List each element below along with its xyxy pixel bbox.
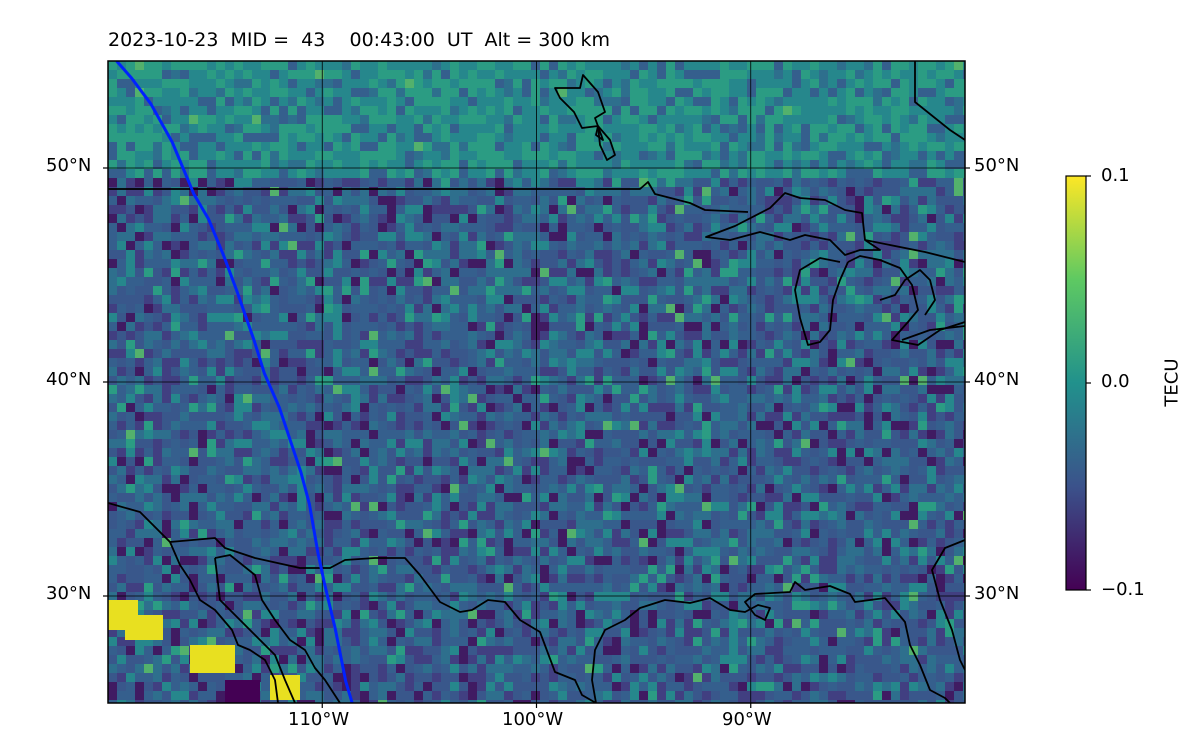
lon-tick-label-100w: 100°W xyxy=(502,709,564,730)
lake-erie-shore xyxy=(901,325,965,341)
lon-tick-label-90w: 90°W xyxy=(722,709,772,730)
lat-tick-label-right-30: 30°N xyxy=(974,583,1020,604)
lon-tick-label-110w: 110°W xyxy=(288,709,350,730)
coastlines-and-borders xyxy=(108,61,965,703)
tec-depletion-patch xyxy=(225,680,260,703)
lake-huron-michigan-peninsula xyxy=(847,255,965,346)
lat-tick-label-left-50: 50°N xyxy=(46,155,92,176)
colorbar-tick-label-zero: 0.0 xyxy=(1101,371,1130,392)
colorbar-gradient xyxy=(1065,175,1087,591)
map-gridlines xyxy=(108,61,965,703)
lat-tick-label-right-40: 40°N xyxy=(974,369,1020,390)
hudson-bay-east-coast xyxy=(914,61,965,141)
lake-michigan-shore xyxy=(794,257,849,346)
gulf-of-mexico-coast xyxy=(591,581,951,703)
tec-anomaly-patch-2 xyxy=(190,645,235,673)
colorbar xyxy=(1065,175,1091,591)
colorbar-tick-marks xyxy=(1086,175,1091,591)
map-title: 2023-10-23 MID = 43 00:43:00 UT Alt = 30… xyxy=(108,29,611,51)
colorbar-label: TECU xyxy=(1161,358,1183,407)
ontario-shore xyxy=(879,269,936,316)
hudson-bay-island xyxy=(554,74,606,141)
satellite-ground-track xyxy=(115,61,354,703)
florida-peninsula xyxy=(931,539,965,671)
canada-east-border xyxy=(864,239,965,263)
lake-superior-shore xyxy=(705,192,881,256)
baja-california-coast xyxy=(108,502,279,703)
tec-pixel-field xyxy=(108,61,965,703)
baja-inner-coast xyxy=(214,557,296,703)
lat-tick-label-left-40: 40°N xyxy=(46,369,92,390)
lat-tick-label-right-50: 50°N xyxy=(974,155,1020,176)
tec-anomaly-patch-1 xyxy=(125,615,163,640)
island-west-hudson xyxy=(597,125,616,161)
colorbar-tick-label-min: −0.1 xyxy=(1101,579,1145,600)
us-canada-border xyxy=(108,181,749,213)
gulf-of-california-coast xyxy=(214,554,341,703)
map-panel xyxy=(108,61,965,703)
lat-tick-label-left-30: 30°N xyxy=(46,583,92,604)
colorbar-tick-label-max: 0.1 xyxy=(1101,165,1130,186)
map-tick-marks xyxy=(103,167,970,708)
us-mexico-border xyxy=(169,537,597,703)
